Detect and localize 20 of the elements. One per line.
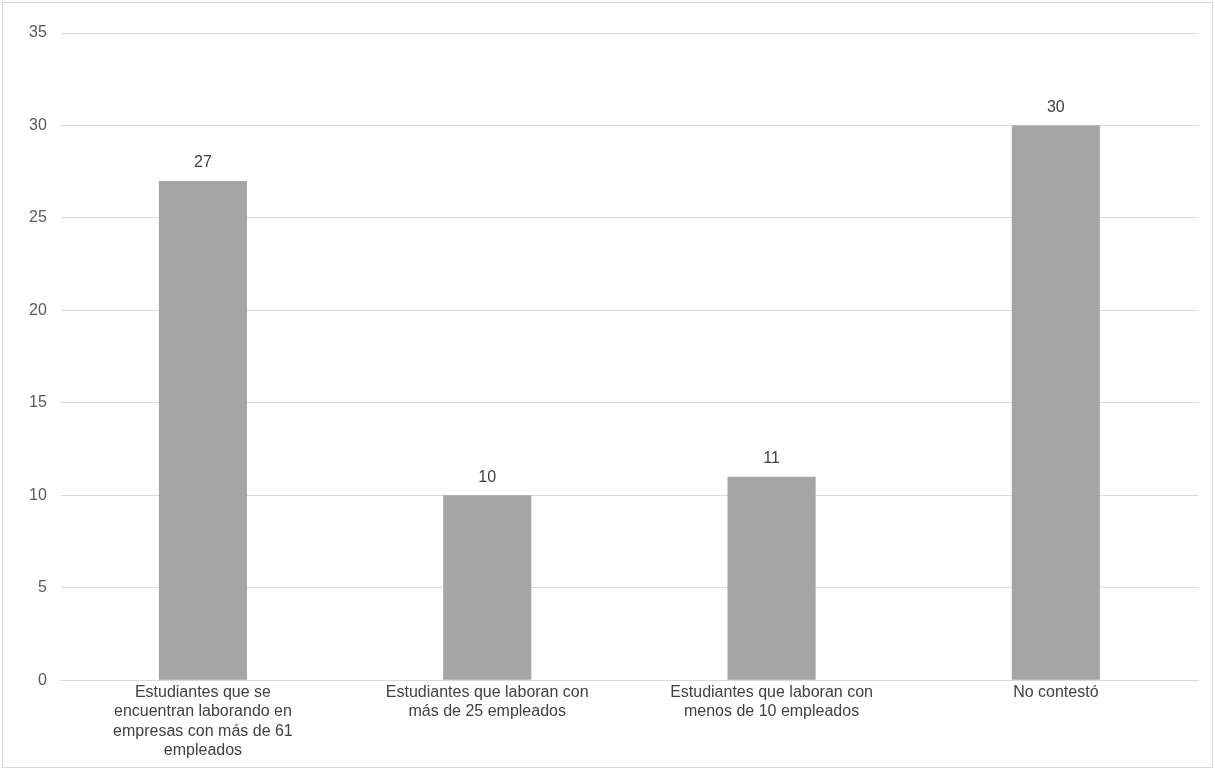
y-tick-label: 20: [29, 300, 47, 318]
x-tick-label: Estudiantes que laboran con más de 25 empleados: [385, 683, 589, 720]
y-tick-label: 35: [29, 23, 47, 41]
data-label: 10: [478, 467, 497, 485]
y-tick-label: 10: [29, 485, 47, 503]
x-tick-label: No contestó: [1013, 683, 1099, 701]
bar: [443, 495, 532, 680]
y-tick-label: 0: [37, 670, 47, 688]
bar: [158, 180, 248, 680]
y-tick-label: 15: [29, 393, 47, 411]
data-label: 30: [1046, 97, 1065, 115]
data-label: 27: [194, 153, 212, 171]
bar: [727, 476, 816, 680]
y-tick-label: 5: [37, 578, 47, 596]
x-tick-label: Estudiantes que laboran con menos de 10 empleados: [670, 683, 873, 720]
bar: [1011, 125, 1100, 680]
x-tick-label: Estudiantes que se encuentran laborando en empresas con más de 61 empleados: [113, 683, 293, 758]
data-label: 11: [763, 449, 780, 467]
y-tick-label: 30: [29, 115, 47, 133]
y-tick-label: 25: [29, 208, 47, 226]
